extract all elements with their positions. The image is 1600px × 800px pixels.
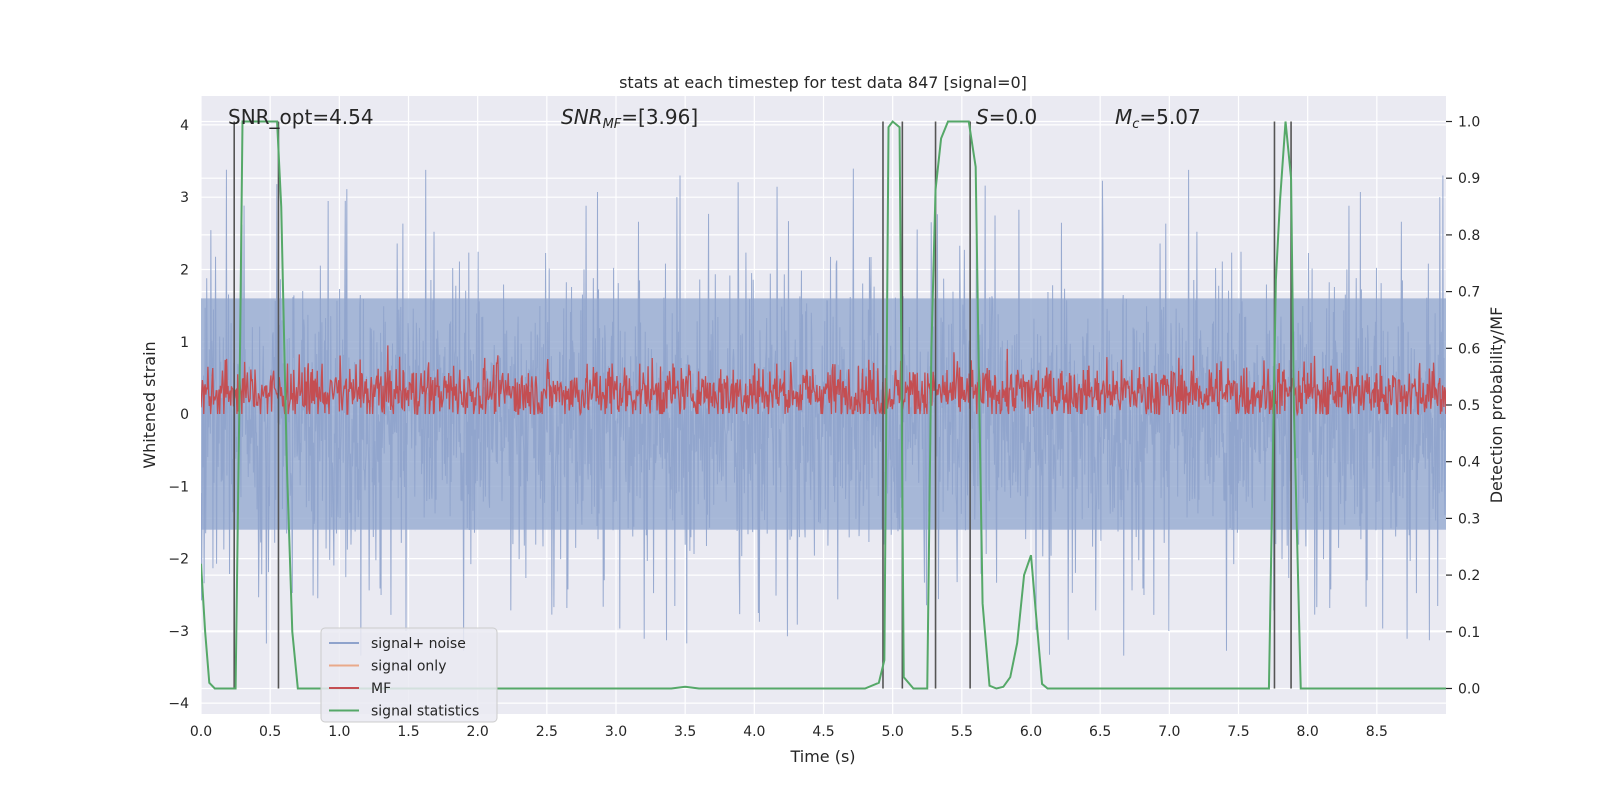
noise-line [201, 168, 1446, 656]
y-tick-label: 3 [180, 190, 189, 206]
legend-label: signal only [371, 659, 446, 675]
x-tick-label: 1.5 [397, 724, 419, 740]
y2-tick-label: 0.0 [1458, 681, 1480, 697]
y-tick-label: 0 [180, 407, 189, 423]
x-tick-label: 7.0 [1158, 724, 1180, 740]
y2-tick-label: 0.7 [1458, 285, 1480, 301]
x-tick-label: 4.5 [812, 724, 834, 740]
x-tick-label: 5.0 [882, 724, 904, 740]
snr-mf-base: SNR [561, 105, 603, 129]
x-tick-label: 5.5 [951, 724, 973, 740]
legend-label: signal statistics [371, 704, 479, 720]
mf-line [201, 345, 1446, 417]
snr-mf-annotation: SNRMF=[3.96] [561, 105, 698, 132]
y2-axis-label: Detection probability/MF [1487, 307, 1506, 504]
x-tick-label: 8.0 [1297, 724, 1319, 740]
y2-tick-label: 0.2 [1458, 568, 1480, 584]
s-value: =0.0 [989, 105, 1038, 129]
y-tick-label: −3 [168, 624, 189, 640]
signal-statistics-series [201, 120, 1446, 690]
x-tick-label: 0.0 [190, 724, 212, 740]
signal-noise-series [201, 168, 1446, 656]
y-tick-label: 1 [180, 335, 189, 351]
x-tick-label: 3.0 [605, 724, 627, 740]
y2-axis-ticks: 1.0 0.9 0.8 0.7 0.6 0.5 0.4 0.3 0.2 0.1 0.0 [1446, 115, 1480, 697]
y2-tick-label: 0.5 [1458, 398, 1480, 414]
s-annotation: S=0.0 [976, 105, 1037, 129]
y-tick-label: 2 [180, 262, 189, 278]
y-tick-label: −2 [168, 552, 189, 568]
y2-tick-label: 0.6 [1458, 341, 1480, 357]
x-tick-label: 8.5 [1366, 724, 1388, 740]
y-tick-label: −1 [168, 479, 189, 495]
legend-box [320, 627, 498, 723]
x-tick-label: 6.0 [1020, 724, 1042, 740]
s-symbol: S [976, 105, 989, 129]
x-tick-label: 3.5 [674, 724, 696, 740]
x-tick-label: 2.5 [536, 724, 558, 740]
mf-series [201, 345, 1446, 417]
legend: signal+ noise signal only MF signal statist… [320, 627, 498, 723]
mc-sub: c [1132, 117, 1139, 132]
x-tick-label: 4.0 [743, 724, 765, 740]
y-tick-label: 4 [180, 118, 189, 134]
y2-tick-label: 0.1 [1458, 625, 1480, 641]
y-axis-label: Whitened strain [140, 341, 159, 468]
y2-tick-label: 0.9 [1458, 171, 1480, 187]
mc-value: =5.07 [1139, 105, 1200, 129]
x-tick-label: 0.5 [259, 724, 281, 740]
snr-mf-value: =[3.96] [621, 105, 698, 129]
x-tick-label: 6.5 [1089, 724, 1111, 740]
mc-symbol: M [1115, 105, 1132, 129]
y2-tick-label: 0.3 [1458, 511, 1480, 527]
x-tick-label: 1.0 [328, 724, 350, 740]
snr-opt-annotation: SNR_opt=4.54 [228, 105, 374, 129]
y2-tick-label: 0.4 [1458, 455, 1480, 471]
y2-tick-label: 1.0 [1458, 115, 1480, 131]
y-axis-ticks: 4 3 2 1 0 −1 −2 −3 −4 [168, 118, 189, 712]
y2-tick-label: 0.8 [1458, 228, 1480, 244]
x-tick-label: 2.0 [467, 724, 489, 740]
y-tick-label: −4 [168, 696, 189, 712]
x-tick-label: 7.5 [1227, 724, 1249, 740]
legend-label: signal+ noise [371, 636, 466, 652]
chart-title: stats at each timestep for test data 847… [619, 73, 1027, 92]
mc-annotation: Mc=5.07 [1115, 105, 1201, 132]
x-axis-label: Time (s) [789, 747, 855, 766]
legend-label: MF [371, 681, 391, 697]
x-axis-ticks: 0.0 0.5 1.0 1.5 2.0 2.5 3.0 3.5 4.0 4.5 5.0 5.5 6.0 6… [190, 724, 1388, 740]
signal-statistics-line [201, 120, 1446, 690]
snr-mf-sub: MF [603, 117, 622, 132]
